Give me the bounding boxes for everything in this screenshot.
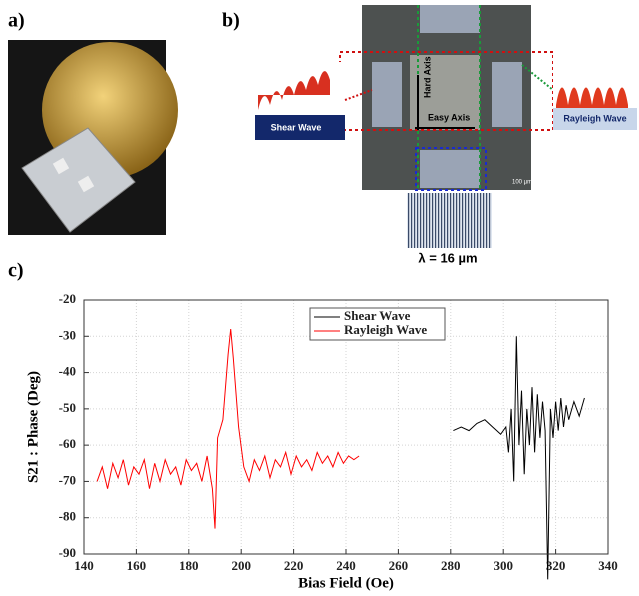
scale-bar: 100 µm xyxy=(512,180,532,186)
axes-frame xyxy=(83,299,609,555)
x-tick-label: 220 xyxy=(284,558,304,573)
x-axis-label: Bias Field (Oe) xyxy=(298,575,394,591)
x-tick-label: 320 xyxy=(546,558,566,573)
x-tick-label: 180 xyxy=(179,558,199,573)
wavelength: λ = 16 µm xyxy=(418,250,477,265)
shear-label: Shear Wave xyxy=(271,122,322,132)
x-tick-label: 240 xyxy=(336,558,356,573)
legend-box xyxy=(309,307,446,341)
easy-axis: Easy Axis xyxy=(428,112,470,122)
y-tick-label: -50 xyxy=(59,400,76,415)
line-series xyxy=(453,336,585,580)
legend-label: Rayleigh Wave xyxy=(344,322,427,337)
x-tick-label: 300 xyxy=(493,558,513,573)
y-tick-label: -20 xyxy=(59,291,76,306)
y-axis-label: S21 : Phase (Deg) xyxy=(25,371,41,483)
x-tick-label: 260 xyxy=(389,558,409,573)
legend-label: Shear Wave xyxy=(344,308,411,323)
line-series xyxy=(96,328,360,529)
y-tick-label: -70 xyxy=(59,472,76,487)
rayleigh-label: Rayleigh Wave xyxy=(563,113,626,123)
x-tick-label: 340 xyxy=(598,558,618,573)
y-tick-label: -90 xyxy=(59,545,76,560)
y-tick-label: -80 xyxy=(59,509,76,524)
hard-axis: Hard Axis xyxy=(422,56,432,98)
y-tick-label: -60 xyxy=(59,436,76,451)
x-tick-label: 160 xyxy=(127,558,147,573)
photo-device xyxy=(8,40,178,235)
y-tick-label: -40 xyxy=(59,364,76,379)
x-tick-label: 280 xyxy=(441,558,461,573)
x-tick-label: 140 xyxy=(74,558,94,573)
panel-label: b) xyxy=(222,10,240,32)
panel-label: a) xyxy=(8,10,25,32)
micrograph: Easy Axis Hard Axis 100 µm Shear Wave Ra… xyxy=(255,5,637,270)
chart: 140 160 180 200 220 240 260 280 300 320 340 -90 -80 -… xyxy=(59,291,618,580)
y-tick-label: -30 xyxy=(59,327,76,342)
x-tick-label: 200 xyxy=(231,558,251,573)
panel-label: c) xyxy=(8,260,24,282)
